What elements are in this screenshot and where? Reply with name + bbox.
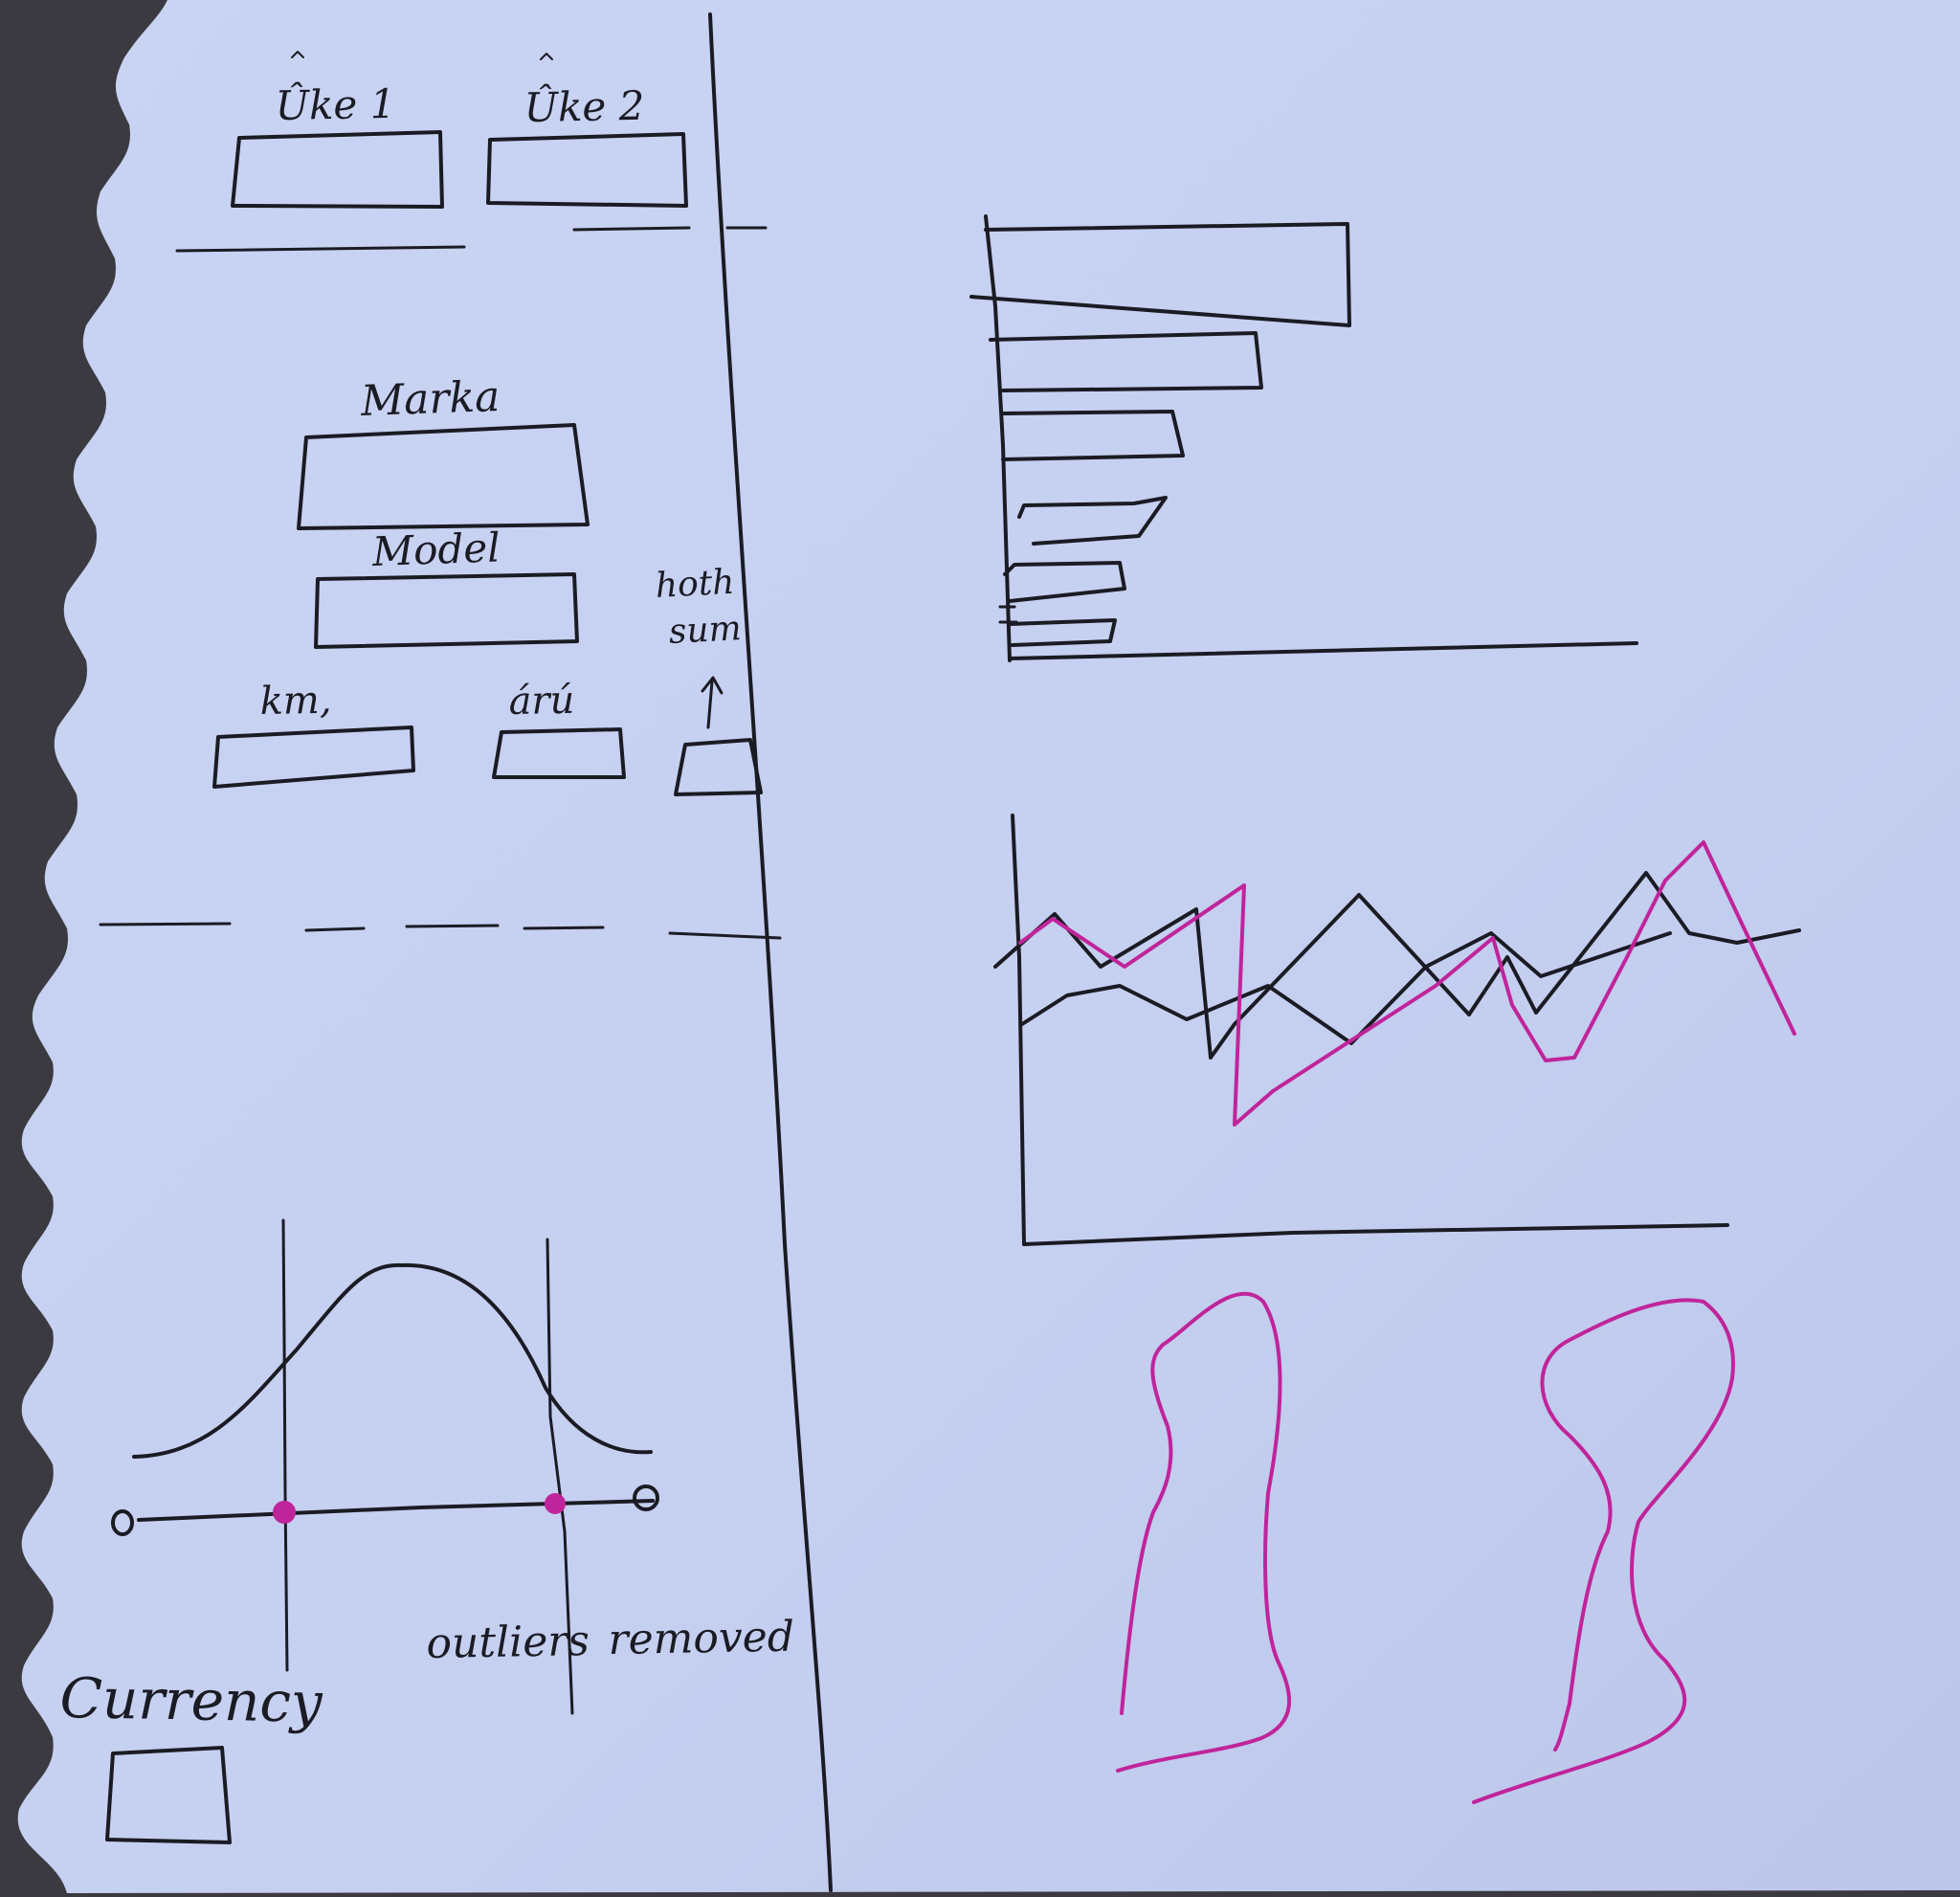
hoth-sum-arrow-icon [701,676,724,729]
top-dashed-separator [175,226,768,253]
currency-dropdown-box [105,1746,232,1844]
week1-dropdown-box [231,130,444,209]
bar-3 [1001,410,1185,461]
slider-max-endpoint [633,1484,659,1511]
left-cutoff-line [281,1218,289,1672]
hoth-sum-box [674,738,763,796]
week2-dropdown-box [486,132,688,208]
hoth-label: hoth [654,562,736,606]
density-curve [132,1262,653,1459]
km-label: km, [259,678,332,724]
right-cutoff-line [546,1238,574,1715]
bar-6 [1008,618,1117,647]
middle-dashed-separator [99,922,782,940]
violin-shape-2 [1472,1298,1735,1804]
week1-accent [291,51,304,58]
bar-5 [1003,561,1126,603]
slider-min-endpoint [111,1509,134,1536]
km-input-box [212,725,415,789]
removed-label: removed [608,1612,795,1664]
bar-chart-y-axis [984,214,1012,662]
violin-shape-1 [1116,1291,1292,1773]
bar-chart-x-axis [1008,641,1638,660]
sum-label: sum [667,609,743,652]
model-dropdown-box [314,572,579,649]
aru-input-box [492,727,626,779]
line-series-black-2 [1020,931,1672,1045]
week1-label: Ûke 1 [275,79,396,129]
line-chart-x-axis [1022,1223,1729,1246]
center-divider-line [708,12,833,1892]
week2-label: Ûke 2 [523,81,645,131]
paper-shape [17,0,1960,1893]
line-chart-y-axis [1011,814,1026,1246]
marka-dropdown-box [297,423,590,530]
bar-2 [989,331,1263,392]
bar-4 [1017,496,1168,546]
model-label: Model [371,524,501,575]
aru-label: árú [508,678,575,724]
slider-handle-low [273,1501,296,1524]
bar-1 [969,222,1351,327]
bar-7 [998,605,1018,624]
outliers-label: outliers [426,1617,590,1668]
line-series-black-1 [993,871,1801,1060]
slider-track [137,1499,655,1522]
line-series-magenta [1018,840,1796,1127]
slider-handle-high [545,1493,566,1514]
marka-label: Marka [360,371,501,426]
currency-label: Currency [59,1665,323,1735]
week2-accent [540,53,553,60]
bar-chart-sketch [969,214,1638,662]
